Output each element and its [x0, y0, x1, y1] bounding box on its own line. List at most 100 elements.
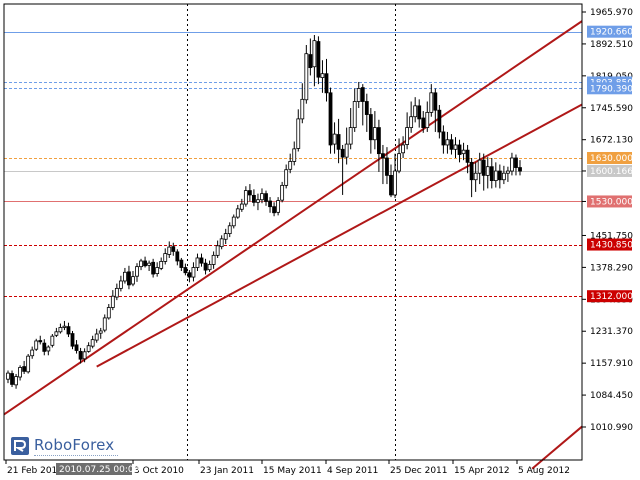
candle: [360, 84, 365, 126]
candle: [74, 340, 79, 354]
candle: [453, 137, 458, 159]
time-axis: 21 Feb 2010 3 Oct 2010 23 Jan 2011 15 May 2…: [5, 460, 570, 476]
level-badge: 1630.000: [587, 152, 633, 165]
candle: [300, 83, 305, 124]
candle: [38, 335, 43, 345]
candle: [46, 345, 51, 356]
candle: [280, 181, 285, 203]
trendlines: [3, 20, 583, 470]
candle: [413, 97, 418, 123]
x-tick-label: 15 May 2011: [263, 466, 322, 476]
level-badge-label: 1600.166: [590, 167, 633, 177]
candle: [461, 142, 466, 161]
y-tick-label: 1084.450: [590, 391, 633, 401]
candle: [151, 258, 156, 278]
level-badge-label: 1790.390: [590, 84, 633, 94]
candle: [437, 104, 442, 139]
candle: [123, 267, 127, 284]
candle: [308, 38, 313, 76]
candle: [336, 118, 341, 164]
y-tick-label: 1672.130: [590, 136, 633, 146]
candle: [340, 144, 345, 195]
trendline-upper: [3, 20, 583, 416]
y-tick-label: 1892.510: [590, 40, 633, 50]
candle: [14, 373, 18, 389]
candle: [465, 144, 470, 174]
candle: [143, 256, 147, 268]
candle: [441, 125, 446, 154]
candle: [385, 147, 389, 185]
candle: [409, 101, 414, 133]
candle: [247, 184, 252, 202]
candle: [405, 112, 410, 150]
candle: [114, 283, 119, 301]
candle: [324, 58, 329, 102]
candle: [98, 327, 103, 339]
candle: [223, 228, 228, 245]
y-tick-label: 1010.990: [590, 423, 633, 433]
candle: [211, 251, 216, 269]
candle: [356, 81, 361, 109]
candle: [231, 214, 236, 229]
candle: [445, 131, 450, 154]
y-tick-label: 1378.290: [590, 263, 633, 273]
candle: [175, 249, 180, 266]
candle: [159, 257, 164, 271]
candle: [316, 36, 321, 85]
level-badge: 1920.660: [587, 25, 633, 38]
candle: [506, 166, 510, 182]
candle: [429, 84, 434, 117]
level-badge: 1430.850: [587, 238, 633, 251]
level-badge: 1312.000: [587, 290, 633, 303]
horizontal-levels: [4, 32, 582, 297]
candle: [26, 353, 31, 374]
candle: [328, 87, 333, 154]
candle: [449, 134, 454, 155]
trendline-lower: [531, 425, 583, 470]
candle: [332, 122, 337, 154]
candle: [215, 240, 220, 258]
candle: [135, 263, 139, 282]
candle: [243, 186, 248, 207]
candle: [421, 111, 426, 133]
x-tick-label: 15 Apr 2012: [454, 466, 510, 476]
plot-frame: [3, 3, 583, 461]
candle: [110, 290, 115, 311]
candle: [397, 138, 401, 174]
candle: [167, 241, 172, 258]
candle: [252, 189, 256, 207]
candle: [417, 99, 422, 128]
candle: [376, 119, 381, 172]
candle: [203, 258, 208, 275]
candle: [147, 260, 152, 271]
roboforex-logo-icon: [11, 437, 29, 455]
candle: [34, 338, 39, 351]
candle: [473, 162, 478, 192]
candle: [139, 258, 143, 271]
candle: [493, 162, 498, 188]
candle: [207, 260, 212, 272]
x-tick-label: 5 Aug 2012: [518, 466, 570, 476]
candle: [179, 257, 184, 271]
y-tick-label: 1745.590: [590, 104, 633, 114]
candle: [163, 248, 168, 265]
level-badge-label: 1430.850: [590, 241, 633, 251]
candle: [264, 190, 268, 206]
candle: [514, 154, 518, 176]
logo-underline: [34, 455, 118, 459]
candle: [256, 193, 260, 211]
candle: [82, 348, 87, 363]
level-badge-label: 1630.000: [590, 154, 633, 164]
candle: [195, 253, 200, 271]
candle: [106, 304, 111, 320]
candle: [425, 101, 430, 132]
y-tick-label: 1451.750: [590, 231, 633, 241]
y-tick-label: 1231.370: [590, 327, 633, 337]
candle: [348, 108, 353, 150]
candle: [433, 88, 438, 132]
candle: [22, 360, 27, 374]
period-separators: [187, 4, 396, 460]
candle: [86, 342, 91, 353]
